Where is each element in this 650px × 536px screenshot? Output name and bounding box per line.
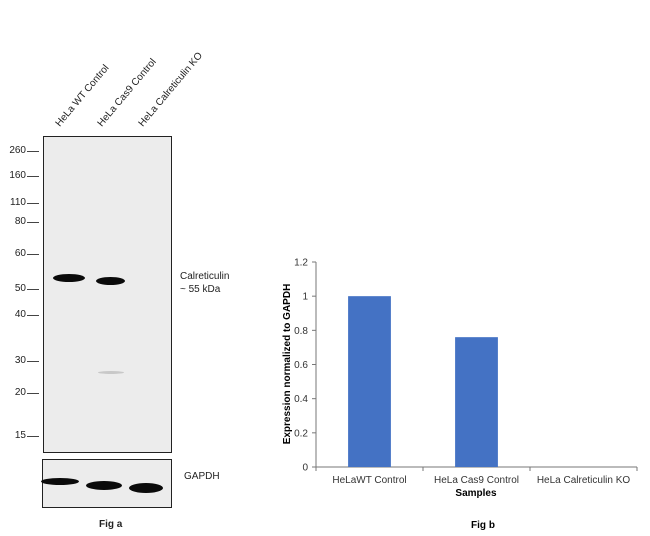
gapdh-blot bbox=[41, 459, 172, 508]
y-tick-label: 0.2 bbox=[294, 428, 308, 439]
y-tick-label: 0.8 bbox=[294, 326, 308, 337]
marker-260: 260 bbox=[9, 145, 26, 156]
marker-60: 60 bbox=[14, 248, 26, 259]
band-wt-gapdh bbox=[41, 478, 79, 485]
marker-tick bbox=[27, 203, 39, 204]
fig-a-caption: Fig a bbox=[99, 519, 123, 530]
y-tick-label: 1 bbox=[302, 292, 308, 303]
band-cas9-gapdh bbox=[86, 481, 122, 490]
y-tick-label: 0 bbox=[302, 463, 308, 474]
marker-40: 40 bbox=[14, 309, 26, 320]
bars bbox=[348, 296, 498, 467]
band-cas9-faint bbox=[98, 371, 124, 374]
x-tick-label: HeLa Calreticulin KO bbox=[537, 475, 631, 486]
marker-tick bbox=[27, 289, 39, 290]
target-size: ~ 55 kDa bbox=[180, 284, 221, 295]
marker-30: 30 bbox=[14, 355, 26, 366]
bar-2 bbox=[455, 337, 498, 467]
y-tick-label: 0.6 bbox=[294, 360, 308, 371]
marker-tick bbox=[27, 176, 39, 177]
main-blot bbox=[43, 136, 172, 453]
marker-50: 50 bbox=[14, 283, 26, 294]
band-wt-calreticulin bbox=[53, 274, 85, 282]
band-ko-gapdh bbox=[129, 483, 163, 493]
marker-tick bbox=[27, 151, 39, 152]
marker-80: 80 bbox=[14, 216, 26, 227]
marker-tick bbox=[27, 393, 39, 394]
y-tick-label: 1.2 bbox=[294, 258, 308, 269]
fig-b-caption: Fig b bbox=[471, 520, 495, 531]
band-cas9-calreticulin bbox=[96, 277, 125, 285]
marker-160: 160 bbox=[9, 170, 26, 181]
x-axis: HeLaWT Control HeLa Cas9 Control HeLa Calr… bbox=[315, 466, 638, 486]
y-axis-label: Expression normalized to GAPDH bbox=[282, 284, 293, 445]
marker-tick bbox=[27, 436, 39, 437]
marker-15: 15 bbox=[14, 430, 26, 441]
bar-1 bbox=[348, 296, 391, 467]
marker-tick bbox=[27, 222, 39, 223]
x-tick-label: HeLa Cas9 Control bbox=[434, 475, 519, 486]
x-tick-label: HeLaWT Control bbox=[332, 475, 406, 486]
gapdh-label: GAPDH bbox=[184, 471, 220, 482]
x-axis-label: Samples bbox=[455, 488, 497, 499]
marker-tick bbox=[27, 315, 39, 316]
marker-tick bbox=[27, 361, 39, 362]
marker-110: 110 bbox=[10, 197, 26, 208]
marker-tick bbox=[27, 254, 39, 255]
target-label: Calreticulin bbox=[180, 271, 230, 282]
y-tick-label: 0.4 bbox=[294, 394, 308, 405]
marker-20: 20 bbox=[14, 387, 26, 398]
y-axis: 0 0.2 0.4 0.6 0.8 1 1.2 bbox=[294, 258, 317, 474]
